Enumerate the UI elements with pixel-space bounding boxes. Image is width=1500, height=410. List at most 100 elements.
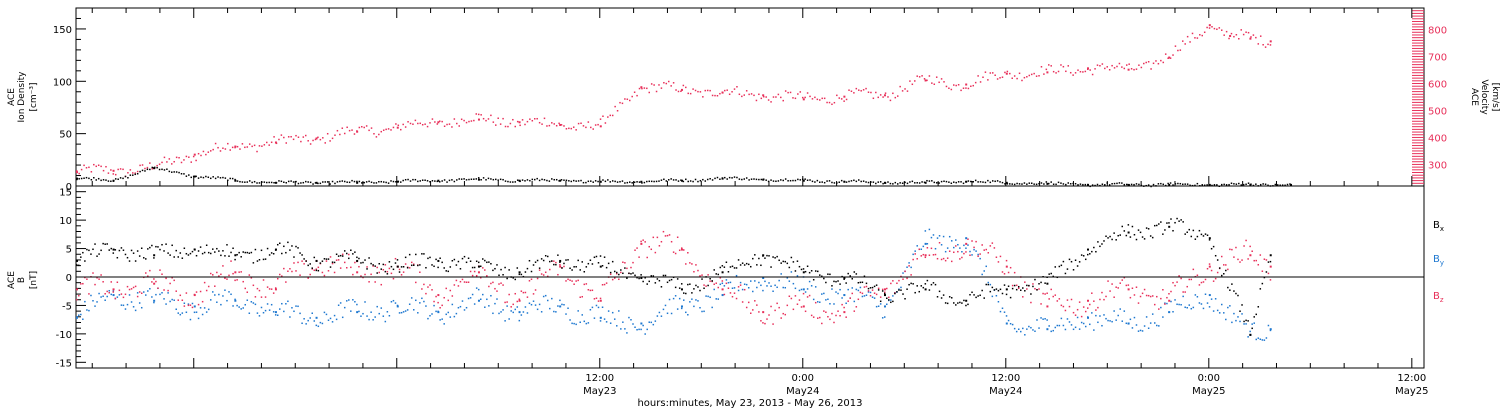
data-point — [580, 122, 582, 125]
data-point — [94, 283, 96, 286]
data-point — [163, 169, 166, 171]
data-point — [585, 181, 587, 184]
data-point — [151, 166, 154, 169]
y-tick-label-right: 400 — [1428, 133, 1447, 144]
data-point — [376, 272, 378, 274]
data-point — [680, 248, 683, 251]
data-point — [197, 152, 200, 155]
data-point — [400, 181, 402, 183]
data-point — [189, 304, 192, 306]
data-point — [725, 282, 728, 285]
data-point — [906, 288, 908, 290]
data-point — [1157, 62, 1160, 65]
data-point — [750, 178, 753, 180]
data-point — [735, 274, 738, 277]
data-point — [792, 282, 795, 285]
data-point — [1013, 271, 1016, 274]
data-point — [1145, 61, 1147, 64]
data-point — [326, 181, 329, 183]
data-point — [388, 314, 391, 317]
data-point — [991, 295, 994, 298]
data-point — [1196, 296, 1199, 298]
data-point — [533, 118, 536, 120]
data-point — [378, 271, 380, 274]
data-point — [512, 181, 514, 183]
data-point — [1009, 266, 1012, 269]
data-point — [1235, 183, 1238, 185]
data-point — [1040, 182, 1043, 184]
data-point — [386, 311, 389, 313]
data-point — [948, 181, 950, 183]
data-point — [417, 180, 419, 183]
data-point — [134, 309, 137, 312]
data-point — [120, 247, 123, 249]
data-point — [514, 125, 517, 128]
data-point — [290, 135, 292, 138]
data-point — [76, 259, 78, 262]
data-point — [892, 183, 894, 185]
data-point — [228, 274, 230, 277]
data-point — [1023, 76, 1026, 79]
data-point — [291, 270, 293, 273]
data-point — [1225, 318, 1227, 321]
data-point — [302, 136, 305, 138]
data-point — [1046, 71, 1049, 74]
data-point — [147, 290, 149, 292]
data-point — [1046, 182, 1049, 185]
data-point — [1186, 35, 1189, 38]
data-point — [1011, 323, 1014, 326]
data-point — [100, 179, 102, 182]
data-point — [473, 178, 475, 180]
data-point — [1127, 284, 1130, 286]
data-point — [361, 182, 363, 184]
data-point — [862, 89, 865, 91]
data-point — [782, 99, 784, 102]
data-point — [918, 248, 920, 251]
data-point — [84, 300, 86, 303]
data-point — [482, 177, 485, 179]
data-point — [565, 179, 568, 182]
data-point — [1064, 309, 1067, 312]
data-point — [597, 262, 600, 264]
data-point — [640, 277, 643, 279]
data-point — [445, 287, 447, 290]
x-tick-label-date: May24 — [989, 386, 1022, 397]
data-point — [498, 312, 500, 315]
data-point — [926, 179, 928, 182]
data-point — [883, 294, 886, 297]
data-point — [767, 180, 770, 183]
data-point — [843, 306, 845, 309]
data-point — [727, 287, 730, 289]
data-point — [643, 181, 646, 184]
data-point — [777, 180, 780, 182]
data-point — [1210, 298, 1213, 300]
data-point — [987, 283, 990, 286]
data-point — [721, 294, 724, 297]
data-point — [1218, 185, 1221, 188]
data-point — [1033, 183, 1035, 185]
data-point — [185, 252, 188, 255]
data-point — [743, 283, 746, 286]
data-point — [563, 262, 565, 265]
data-point — [201, 313, 204, 316]
data-point — [1160, 182, 1162, 185]
data-point — [102, 281, 104, 283]
data-point — [173, 299, 175, 301]
data-point — [590, 180, 592, 182]
data-point — [706, 178, 709, 181]
data-point — [134, 173, 136, 176]
data-point — [1253, 259, 1255, 262]
data-point — [603, 283, 606, 286]
data-point — [987, 179, 989, 182]
data-point — [516, 179, 519, 181]
data-point — [120, 293, 123, 295]
data-point — [981, 289, 983, 292]
data-point — [685, 292, 687, 295]
data-point — [650, 275, 653, 277]
data-point — [843, 277, 846, 279]
data-point — [343, 180, 346, 183]
data-point — [908, 262, 910, 264]
data-point — [209, 272, 212, 275]
data-point — [469, 270, 472, 273]
data-point — [404, 256, 407, 259]
